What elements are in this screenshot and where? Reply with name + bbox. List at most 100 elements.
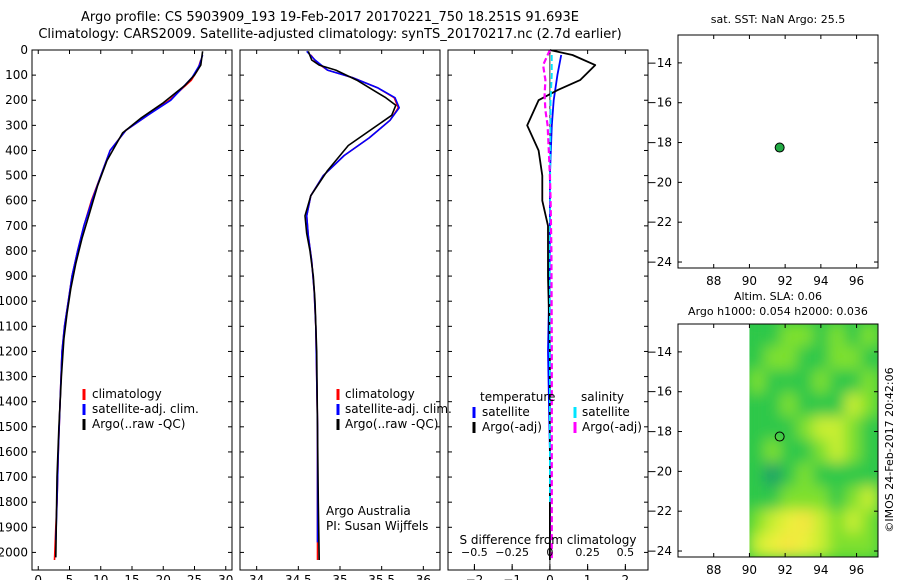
sla-map-cell xyxy=(780,532,799,557)
sst-map-ytick-label: −18 xyxy=(647,136,672,150)
sla-map-cell xyxy=(780,346,799,372)
sla-map-axes xyxy=(677,323,879,558)
sla-map-cell xyxy=(749,439,767,465)
sla-map-cell xyxy=(844,509,863,535)
sla-map-ytick-label: −14 xyxy=(647,345,672,359)
temperature-ytick-label: 600 xyxy=(5,194,28,208)
sla-map-cell xyxy=(764,324,783,349)
temperature-ytick-label: 1800 xyxy=(0,495,28,509)
sla-map-cell xyxy=(796,324,815,349)
sla-map-cell xyxy=(844,392,863,419)
sst-map-xtick-label: 90 xyxy=(742,274,757,288)
temperature-xtick-label: 0 xyxy=(34,573,42,580)
sla-map-cell xyxy=(812,392,831,419)
sla-map-cell xyxy=(828,462,847,489)
sla-map-cell xyxy=(749,346,767,372)
sla-map-cell xyxy=(828,439,847,465)
sst-map-ytick-label: −22 xyxy=(647,215,672,229)
sla-map-cell xyxy=(860,392,879,419)
differences-series-T-Argo--adj- xyxy=(526,49,597,560)
sla-map-cells xyxy=(749,324,879,557)
sla-map-xtick-label: 88 xyxy=(706,563,721,577)
salinity-series-argo xyxy=(304,51,397,561)
sla-map-cell xyxy=(812,462,831,489)
sla-map-cell xyxy=(749,392,767,419)
sla-map-cell xyxy=(749,532,767,557)
sla-map-cell xyxy=(796,532,815,557)
sst-map-axes xyxy=(677,34,879,269)
temperature-axes xyxy=(31,49,233,571)
sla-map-ytick-label: −22 xyxy=(647,504,672,518)
sla-map-cell xyxy=(860,439,879,465)
differences-xtick-label: 0 xyxy=(546,573,554,580)
differences-legend-left-label: Argo(-adj) xyxy=(482,420,542,434)
sla-map-cell xyxy=(796,369,815,395)
sla-map-cell xyxy=(796,346,815,372)
sla-map-cell xyxy=(764,462,783,489)
sst-map-xtick-label: 94 xyxy=(813,274,828,288)
differences-series-S-satellite xyxy=(549,55,553,503)
sla-map-cell xyxy=(860,509,879,535)
sla-map-cell xyxy=(844,416,863,442)
sla-map-cell xyxy=(749,416,767,442)
sla-map-ytick-label: −24 xyxy=(647,544,672,558)
differences-legend-right-label: Argo(-adj) xyxy=(582,420,642,434)
differences-top-tick-label: 0.25 xyxy=(575,546,600,559)
temperature-ytick-label: 1300 xyxy=(0,370,28,384)
sla-map-cell xyxy=(780,486,799,512)
temperature-ytick-label: 1200 xyxy=(0,344,28,358)
salinity-legend-label: satellite-adj. clim. xyxy=(345,402,452,416)
credit-text: ©IMOS 24-Feb-2017 20:42:06 xyxy=(883,367,896,532)
sla-map-cell xyxy=(812,324,831,349)
sla-map-cell xyxy=(749,462,767,489)
temperature-xtick-label: 5 xyxy=(66,573,74,580)
sla-map-cell xyxy=(749,486,767,512)
temperature-xtick-label: 30 xyxy=(218,573,233,580)
temperature-ytick-label: 1500 xyxy=(0,420,28,434)
sst-map-title: sat. SST: NaN Argo: 25.5 xyxy=(711,13,845,26)
temperature-ytick-label: 1100 xyxy=(0,319,28,333)
differences-legend-right-label: satellite xyxy=(582,405,630,419)
salinity-xtick-label: 34.5 xyxy=(285,573,312,580)
temperature-ytick-label: 800 xyxy=(5,244,28,258)
sla-map-ytick-label: −18 xyxy=(647,425,672,439)
temperature-xtick-label: 15 xyxy=(124,573,139,580)
temperature-xtick-label: 25 xyxy=(187,573,202,580)
temperature-legend-label: climatology xyxy=(92,387,162,401)
salinity-legend-label: Argo(..raw -QC) xyxy=(345,417,438,431)
sla-map-cell xyxy=(764,486,783,512)
temperature-ytick-label: 700 xyxy=(5,219,28,233)
sla-map-cell xyxy=(796,462,815,489)
salinity-legend-label: climatology xyxy=(345,387,415,401)
differences-top-tick-label: −0.25 xyxy=(495,546,529,559)
temperature-ytick-label: 300 xyxy=(5,118,28,132)
temperature-xtick-label: 10 xyxy=(93,573,108,580)
differences-series-S-Argo--adj- xyxy=(541,49,553,560)
sla-map-cell xyxy=(860,369,879,395)
salinity-axes xyxy=(239,49,441,571)
salinity-xtick-label: 35 xyxy=(332,573,347,580)
differences-legend-right-title: salinity xyxy=(581,390,624,404)
sla-map-cell xyxy=(860,486,879,512)
sla-map-cell xyxy=(764,532,783,557)
temperature-ytick-label: 1000 xyxy=(0,294,28,308)
temperature-xtick-label: 20 xyxy=(156,573,171,580)
differences-xtick-label: −2 xyxy=(466,573,484,580)
sst-map-ytick-label: −16 xyxy=(647,96,672,110)
differences-xtick-label: 1 xyxy=(584,573,592,580)
sla-map-cell xyxy=(812,369,831,395)
sla-map-cell xyxy=(828,486,847,512)
temperature-ytick-label: 100 xyxy=(5,68,28,82)
sla-map-cell xyxy=(780,324,799,349)
sla-map-cell xyxy=(844,439,863,465)
sla-map-cell xyxy=(764,416,783,442)
sla-map-cell xyxy=(828,416,847,442)
sla-map-cell xyxy=(844,462,863,489)
temperature-ytick-label: 0 xyxy=(20,43,28,57)
sla-map-cell xyxy=(844,346,863,372)
figure-title-line1: Argo profile: CS 5903909_193 19-Feb-2017… xyxy=(80,10,580,25)
differences-top-tick-label: −0.5 xyxy=(461,546,488,559)
sla-map-cell xyxy=(780,416,799,442)
temperature-ytick-label: 900 xyxy=(5,269,28,283)
